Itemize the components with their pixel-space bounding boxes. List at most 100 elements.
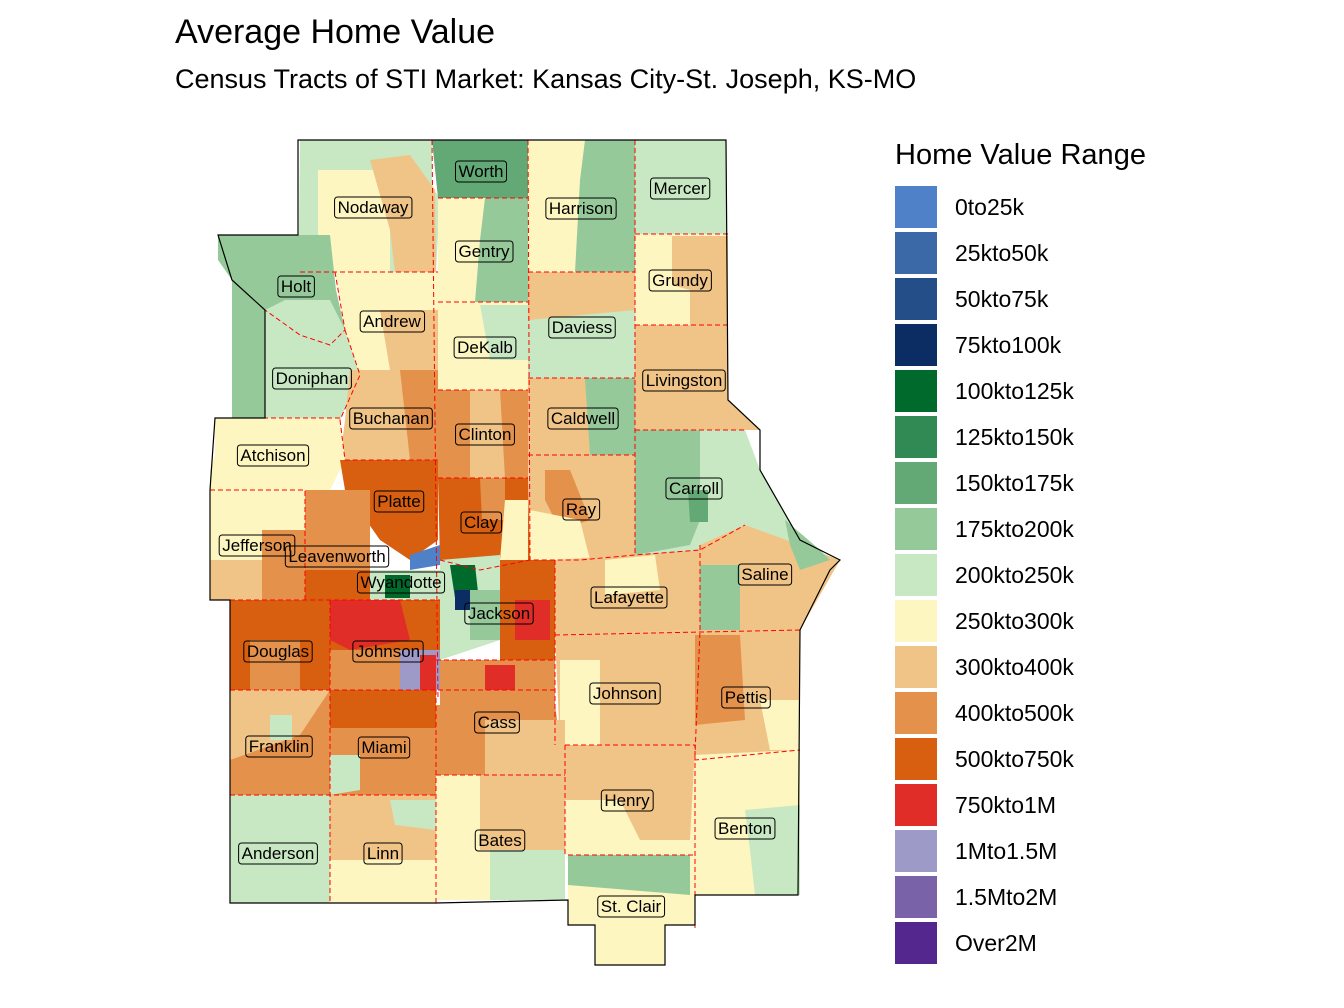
tract-region xyxy=(250,640,300,690)
svg-text:Atchison: Atchison xyxy=(240,446,305,465)
county-label: DeKalb xyxy=(453,336,517,359)
tract-region xyxy=(528,310,635,378)
tract-region xyxy=(490,850,565,900)
tract-region xyxy=(635,430,700,555)
tract-region xyxy=(450,565,478,598)
tract-region xyxy=(262,530,305,600)
tract-region xyxy=(672,236,728,325)
svg-text:Lafayette: Lafayette xyxy=(594,588,664,607)
county-label: Holt xyxy=(277,275,315,298)
svg-text:Worth: Worth xyxy=(458,162,503,181)
county-label: Caldwell xyxy=(547,407,619,430)
legend-label: 50kto75k xyxy=(955,285,1049,312)
legend-swatch xyxy=(895,830,937,872)
svg-text:Gentry: Gentry xyxy=(458,242,510,261)
svg-text:Clay: Clay xyxy=(464,513,499,532)
county-label: Ray xyxy=(562,498,601,521)
county-label: Daviess xyxy=(548,316,616,339)
legend-label: 150kto175k xyxy=(955,469,1074,496)
chart-subtitle: Census Tracts of STI Market: Kansas City… xyxy=(175,64,917,94)
svg-text:Daviess: Daviess xyxy=(552,318,612,337)
tract-region xyxy=(545,470,590,530)
county-label: Mercer xyxy=(650,177,711,200)
tract-fills xyxy=(210,140,840,965)
legend-label: 0to25k xyxy=(955,193,1025,220)
tract-region xyxy=(385,575,410,598)
legend-item: 75kto100k xyxy=(895,322,1146,368)
legend-item: 500kto750k xyxy=(895,736,1146,782)
svg-text:Grundy: Grundy xyxy=(652,271,708,290)
svg-text:Harrison: Harrison xyxy=(549,199,613,218)
svg-text:Henry: Henry xyxy=(604,791,650,810)
tract-region xyxy=(700,565,740,630)
legend-swatch xyxy=(895,508,937,550)
svg-text:Cass: Cass xyxy=(478,713,517,732)
county-label: Franklin xyxy=(245,735,313,758)
svg-text:Saline: Saline xyxy=(741,565,788,584)
legend-item: 1Mto1.5M xyxy=(895,828,1146,874)
legend-swatch xyxy=(895,646,937,688)
legend-item: 0to25k xyxy=(895,184,1146,230)
legend-swatch xyxy=(895,324,937,366)
legend-item: 200kto250k xyxy=(895,552,1146,598)
svg-text:Caldwell: Caldwell xyxy=(551,409,615,428)
county-label: Buchanan xyxy=(349,407,433,430)
county-label: Benton xyxy=(714,817,776,840)
legend-item: 750kto1M xyxy=(895,782,1146,828)
county-label: Clinton xyxy=(455,423,515,446)
svg-text:Bates: Bates xyxy=(478,831,521,850)
tract-region xyxy=(305,490,370,570)
svg-text:Holt: Holt xyxy=(281,277,312,296)
legend-label: 400kto500k xyxy=(955,699,1074,726)
legend-label: 100kto125k xyxy=(955,377,1074,404)
legend-swatch xyxy=(895,784,937,826)
tract-region xyxy=(330,755,360,795)
legend-item: 100kto125k xyxy=(895,368,1146,414)
svg-text:Nodaway: Nodaway xyxy=(338,198,409,217)
legend-item: Over2M xyxy=(895,920,1146,966)
county-label: Wyandotte xyxy=(356,571,446,594)
svg-text:Andrew: Andrew xyxy=(363,312,421,331)
tract-region xyxy=(330,690,436,728)
svg-text:DeKalb: DeKalb xyxy=(457,338,513,357)
svg-text:Miami: Miami xyxy=(361,738,406,757)
svg-text:Mercer: Mercer xyxy=(654,179,707,198)
legend-swatch xyxy=(895,278,937,320)
county-borders xyxy=(210,139,801,930)
legend-item: 250kto300k xyxy=(895,598,1146,644)
svg-text:Franklin: Franklin xyxy=(249,737,309,756)
svg-text:Leavenworth: Leavenworth xyxy=(288,547,385,566)
legend-item: 125kto150k xyxy=(895,414,1146,460)
legend-swatch xyxy=(895,876,937,918)
county-label: Linn xyxy=(363,842,403,865)
legend-title: Home Value Range xyxy=(895,139,1146,171)
tract-region xyxy=(688,490,708,522)
tract-region xyxy=(370,155,436,272)
tract-region xyxy=(635,140,726,234)
svg-text:Platte: Platte xyxy=(377,492,420,511)
county-label: Nodaway xyxy=(334,196,413,219)
county-label: Clay xyxy=(460,511,503,534)
legend-label: 300kto400k xyxy=(955,653,1074,680)
tract-region xyxy=(340,460,438,560)
tract-region xyxy=(475,198,528,302)
legend-item: 1.5Mto2M xyxy=(895,874,1146,920)
svg-text:Buchanan: Buchanan xyxy=(353,409,430,428)
svg-text:Livingston: Livingston xyxy=(646,371,723,390)
county-label: Grundy xyxy=(648,269,712,292)
tract-region xyxy=(455,590,470,610)
tract-region xyxy=(380,310,438,370)
legend-swatch xyxy=(895,462,937,504)
legend-label: 175kto200k xyxy=(955,515,1074,542)
legend-label: 125kto150k xyxy=(955,423,1074,450)
county-label: Jefferson xyxy=(218,534,296,557)
county-label: Andrew xyxy=(359,310,426,333)
county-label: Miami xyxy=(357,736,411,759)
legend-item: 400kto500k xyxy=(895,690,1146,736)
county-label: Carroll xyxy=(665,477,723,500)
tract-region xyxy=(210,560,262,600)
legend-label: 1.5Mto2M xyxy=(955,883,1058,910)
svg-text:Johnson: Johnson xyxy=(356,642,420,661)
legend-swatch xyxy=(895,186,937,228)
legend-swatch xyxy=(895,922,937,964)
